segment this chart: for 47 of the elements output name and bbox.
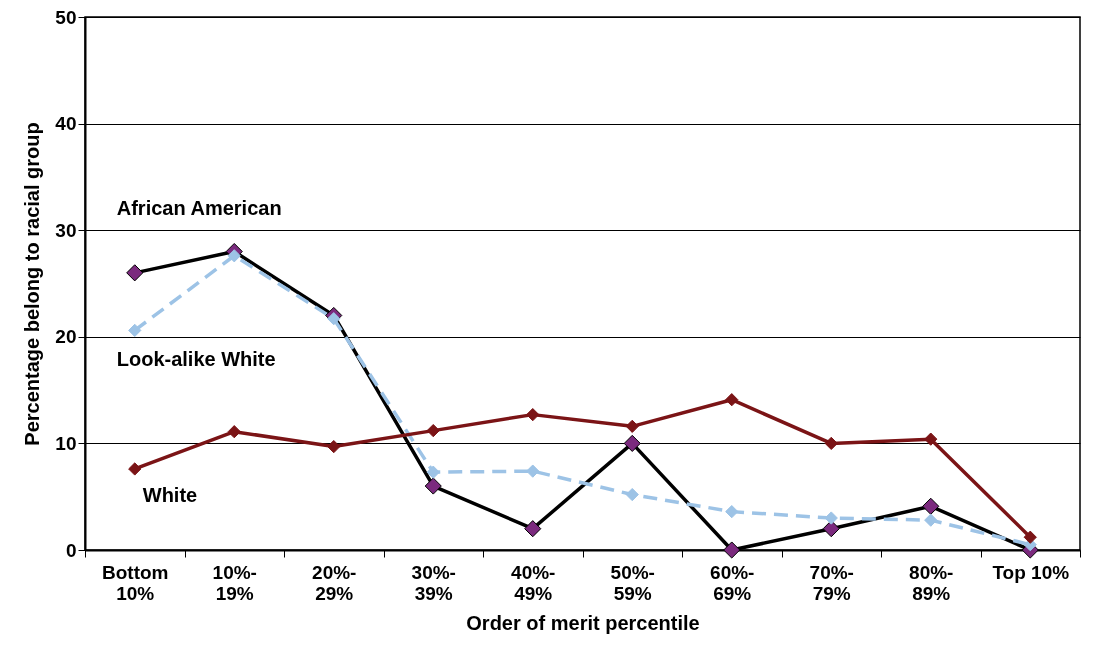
x-tick-label: 50%-59% <box>610 561 655 604</box>
point <box>424 477 442 495</box>
point <box>922 497 940 515</box>
x-tick-label: 70%-79% <box>809 561 854 604</box>
point <box>1023 530 1037 544</box>
point <box>128 462 142 476</box>
x-tick-label: 80%-89% <box>909 561 954 604</box>
point <box>526 407 540 422</box>
point <box>625 419 639 433</box>
point <box>623 434 641 452</box>
point <box>126 264 144 282</box>
point <box>822 520 840 538</box>
point <box>524 520 542 538</box>
point <box>824 436 838 451</box>
x-tick-label: Bottom 10% <box>102 561 169 604</box>
point <box>924 432 938 446</box>
x-tick-label: 10%-19% <box>212 561 257 604</box>
point <box>625 487 639 502</box>
y-tick-label: 30 <box>55 219 77 241</box>
point <box>426 465 440 479</box>
x-axis-title: Order of merit percentile <box>466 611 700 634</box>
point <box>327 439 341 454</box>
point <box>725 505 739 519</box>
x-tick-label: 60%-69% <box>710 561 755 604</box>
x-tick-label: 40%-49% <box>511 561 556 604</box>
point <box>426 423 440 438</box>
y-tick-label: 50 <box>55 6 77 28</box>
point <box>227 249 241 263</box>
series-label: Look-alike White <box>116 348 276 371</box>
point <box>526 464 540 478</box>
y-tick-label: 20 <box>55 326 77 348</box>
y-tick-label: 0 <box>65 539 77 561</box>
point <box>227 425 241 439</box>
point <box>128 323 142 338</box>
y-tick-label: 10 <box>55 432 77 454</box>
point <box>924 513 938 527</box>
y-axis-title: Percentage belong to racial group <box>21 122 44 446</box>
x-tick-label: 20%-29% <box>312 561 357 604</box>
series-label: White <box>142 483 198 506</box>
point <box>725 393 739 407</box>
point <box>723 541 741 559</box>
x-tick-label: Top 10% <box>992 561 1070 583</box>
point <box>327 312 341 326</box>
x-tick-label: 30%-39% <box>411 561 456 604</box>
text: African American <box>116 196 282 219</box>
y-tick-label: 40 <box>55 113 77 135</box>
point <box>824 511 838 525</box>
